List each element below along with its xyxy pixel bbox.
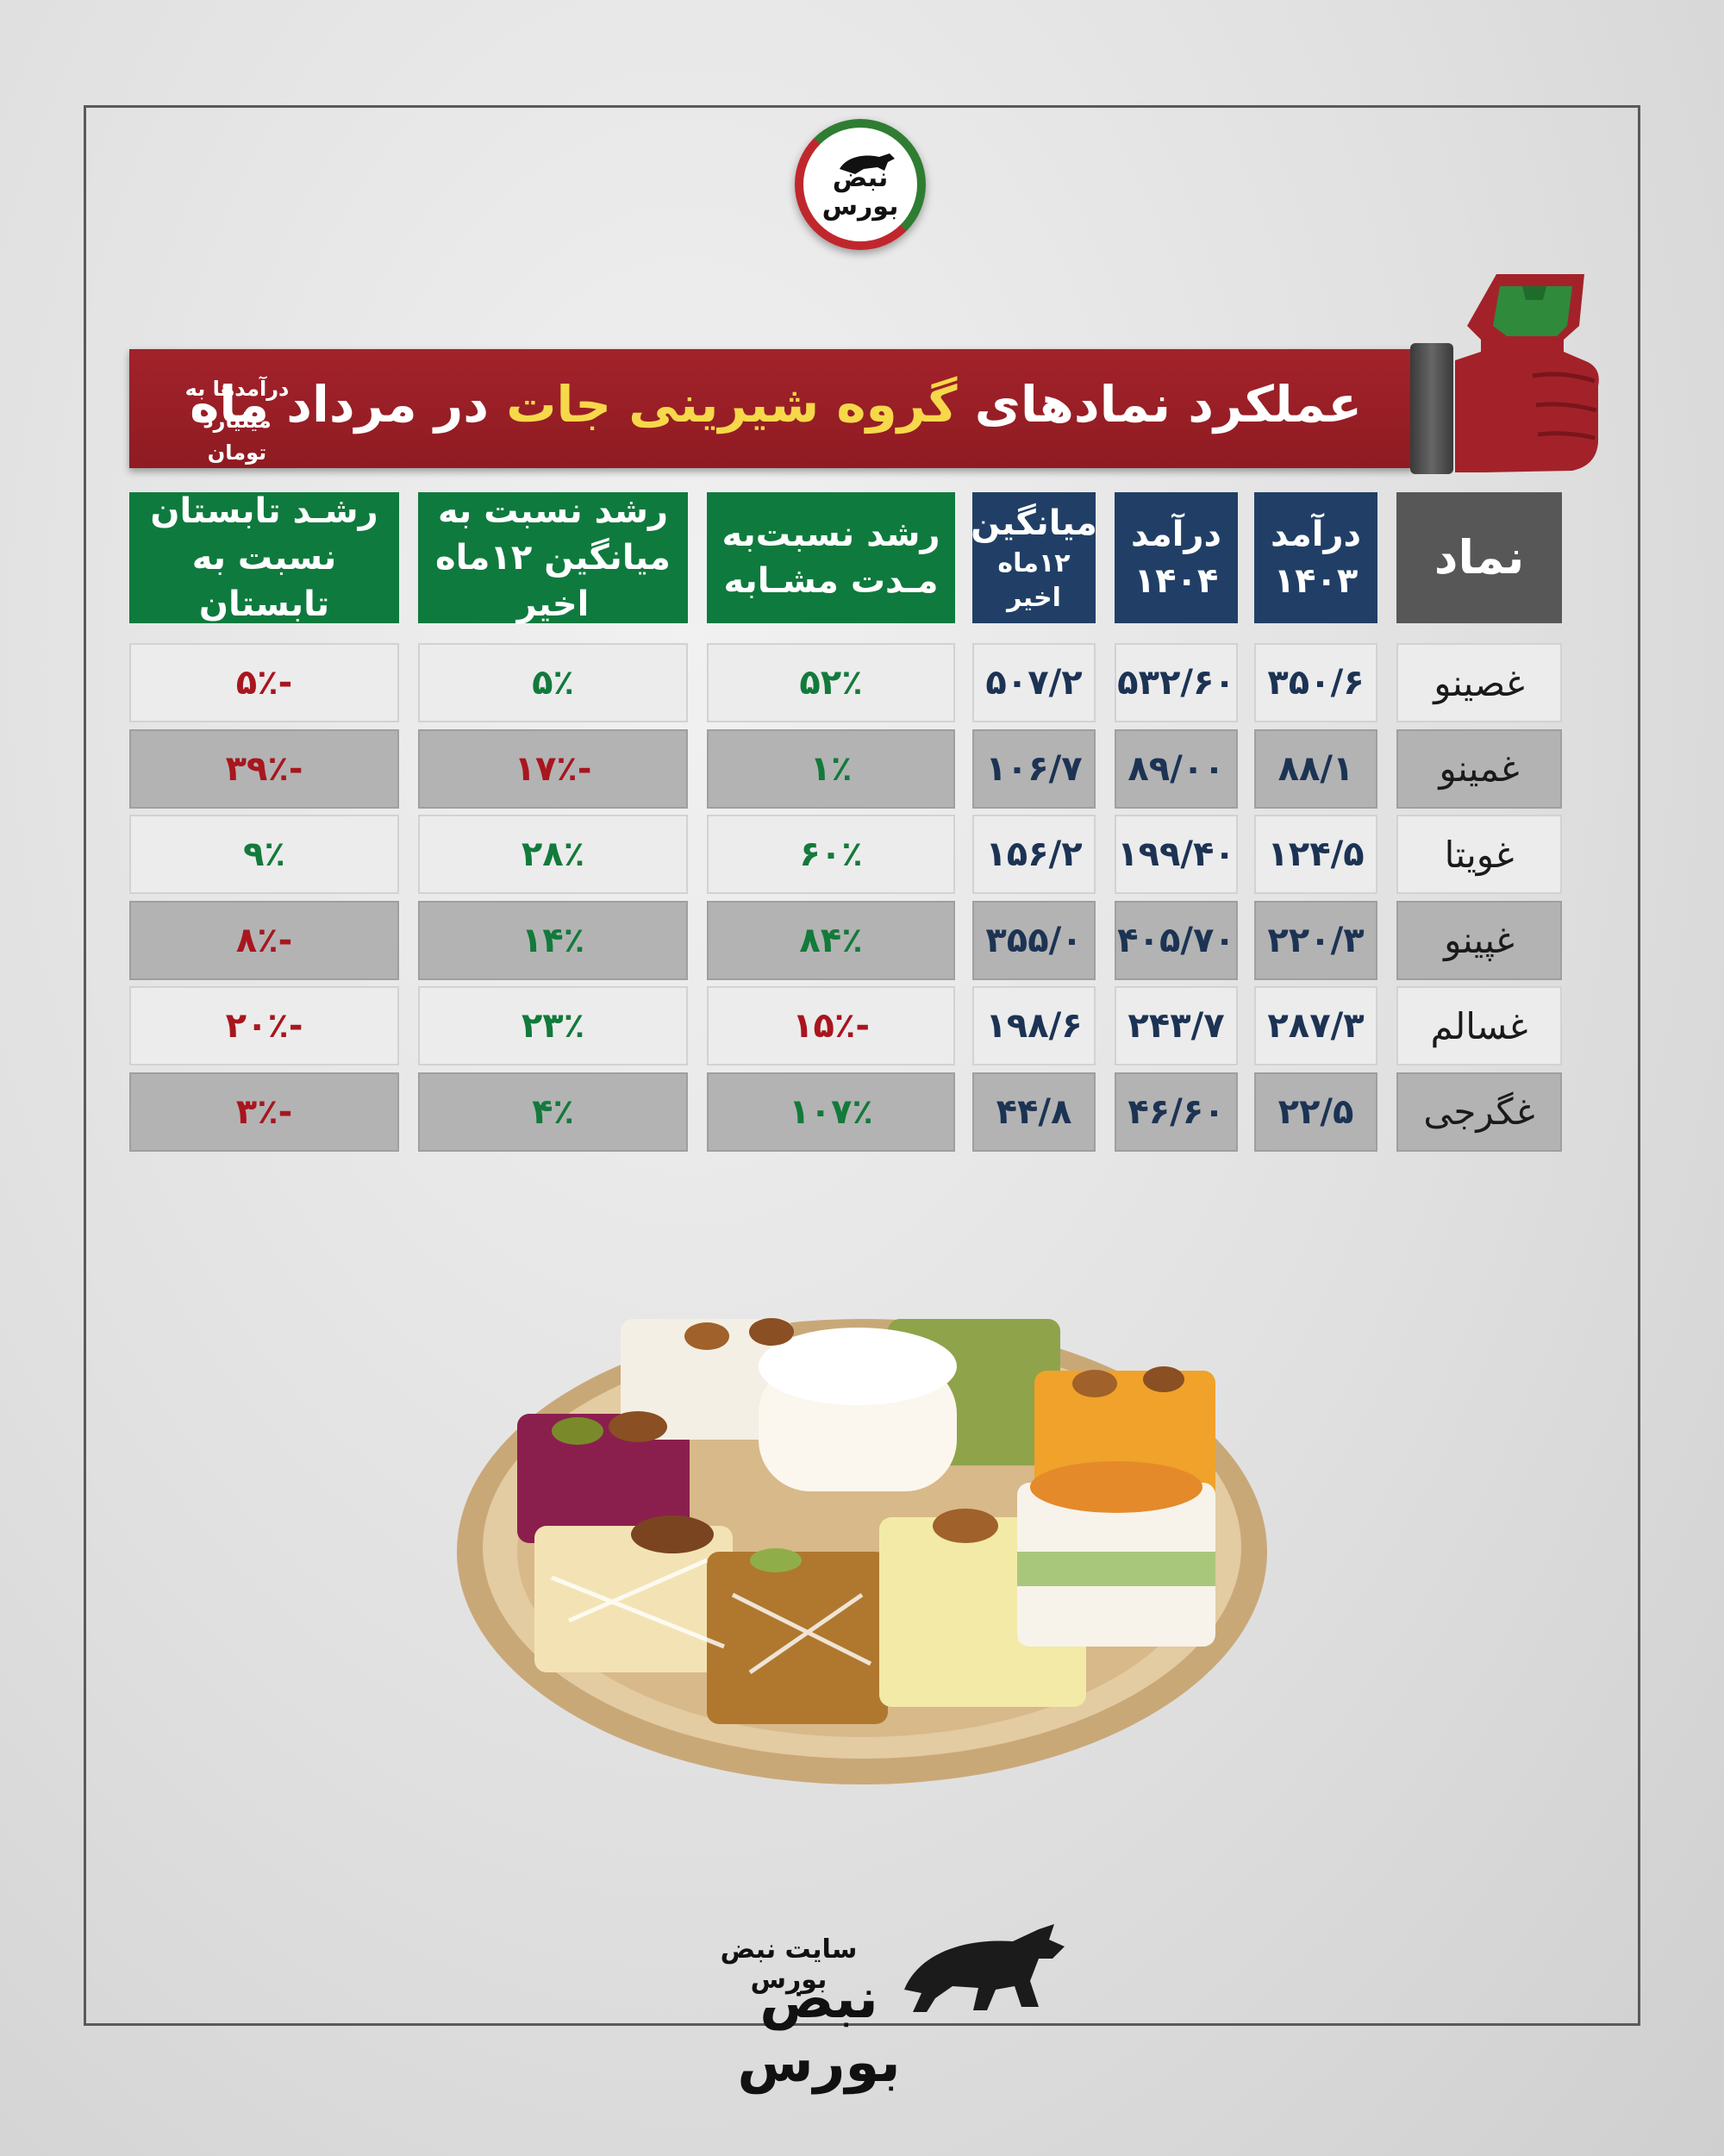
cell-growth-vs-average: ۱۴٪ [418, 900, 688, 980]
sleeve-cuff [1410, 343, 1453, 474]
header-growth-avg-line-1: رشد نسبت به [438, 491, 668, 531]
header-revenue-1404-line-1: درآمد [1130, 515, 1222, 554]
cell-symbol: غصینو [1396, 643, 1562, 722]
header-average-line-2: ۱۲ماه اخیر [997, 547, 1071, 614]
units-note-line-1: درآمدها به [184, 377, 290, 401]
page-title: عملکرد نمادهای گروه شیرینی جات در مرداد … [190, 375, 1362, 434]
cell-average-12m: ۴۴/۸ [972, 1072, 1096, 1152]
cell-revenue-1404: ۸۹/۰۰ [1115, 728, 1238, 809]
cell-revenue-1404: ۴۰۵/۷۰ [1115, 900, 1238, 980]
cell-revenue-1403: ۳۵۰/۶ [1254, 643, 1377, 722]
cell-average-12m: ۱۰۶/۷ [972, 728, 1096, 809]
cell-average-12m: ۱۵۶/۲ [972, 815, 1096, 894]
cell-growth-summer: -۳۹٪ [129, 728, 399, 809]
cell-symbol: غگرجی [1396, 1072, 1562, 1152]
header-growth-same-period: رشد نسبت‌به مـدت مشـابه [707, 492, 955, 623]
header-revenue-1404-line-2: ۱۴۰۴ [1134, 561, 1219, 601]
header-growth-vs-average: رشد نسبت به میانگین ۱۲ماه اخیر [418, 491, 688, 624]
header-growth-summer-line-2: نسبت به تابستان [191, 538, 337, 624]
header-growth-same-line-1: رشد نسبت‌به [721, 515, 940, 554]
cell-revenue-1403: ۸۸/۱ [1254, 728, 1377, 809]
cell-symbol: غمینو [1396, 728, 1562, 809]
cell-revenue-1404: ۵۳۲/۶۰ [1115, 643, 1238, 722]
logo-text-bottom: بورس [821, 191, 899, 222]
cell-growth-vs-average: ۲۸٪ [418, 815, 688, 894]
cell-growth-vs-average: ۲۳٪ [418, 986, 688, 1066]
cell-revenue-1403: ۲۸۷/۳ [1254, 986, 1377, 1066]
title-banner: عملکرد نمادهای گروه شیرینی جات در مرداد … [129, 349, 1414, 468]
cell-growth-vs-average: ۵٪ [418, 643, 688, 722]
header-symbol: نماد [1396, 492, 1562, 623]
cell-growth-summer: ۹٪ [129, 815, 399, 894]
header-growth-summer: رشـد تابستان نسبت به تابستان [129, 491, 399, 624]
brand-logo: نبض بورس [795, 119, 926, 250]
cell-revenue-1403: ۱۲۴/۵ [1254, 815, 1377, 894]
cell-growth-same-period: ۵۲٪ [707, 643, 955, 722]
bull-icon [840, 153, 895, 174]
cell-growth-same-period: -۱۵٪ [707, 986, 955, 1066]
cell-revenue-1404: ۴۶/۶۰ [1115, 1072, 1238, 1152]
cell-growth-same-period: ۶۰٪ [707, 815, 955, 894]
cell-growth-summer: -۵٪ [129, 643, 399, 722]
header-average-12m: میانگین ۱۲ماه اخیر [971, 492, 1097, 623]
cell-revenue-1404: ۲۴۳/۷ [1115, 986, 1238, 1066]
cell-growth-same-period: ۱۰۷٪ [707, 1072, 955, 1152]
header-average-line-1: میانگین [971, 503, 1097, 543]
cell-growth-summer: -۳٪ [129, 1072, 399, 1152]
header-symbol-label: نماد [1434, 529, 1525, 584]
cell-symbol: غسالم [1396, 986, 1562, 1066]
sweets-plate-illustration [457, 1318, 1267, 1784]
cell-revenue-1403: ۲۲/۵ [1254, 1072, 1377, 1152]
fist-icon [1455, 274, 1599, 472]
header-revenue-1403: درآمد ۱۴۰۳ [1254, 492, 1377, 623]
page-frame [84, 105, 1640, 2026]
footer-brand-logo: نبض بورس [737, 1967, 901, 2095]
cell-symbol: غپینو [1396, 900, 1562, 980]
cell-revenue-1404: ۱۹۹/۴۰ [1115, 815, 1238, 894]
header-growth-avg-line-2: میانگین ۱۲ماه اخیر [435, 538, 671, 624]
cell-average-12m: ۳۵۵/۰ [972, 900, 1096, 980]
cell-growth-same-period: ۱٪ [707, 728, 955, 809]
footer-site-label: سایت نبض بورس [720, 1934, 858, 1995]
title-highlight: گروه شیرینی جات [506, 375, 958, 434]
header-growth-summer-line-1: رشـد تابستان [150, 491, 378, 531]
cell-growth-vs-average: -۱۷٪ [418, 728, 688, 809]
cell-growth-same-period: ۸۴٪ [707, 900, 955, 980]
header-growth-same-line-2: مـدت مشـابه [723, 561, 939, 601]
footer-bull-icon [904, 1924, 1065, 2012]
units-note: درآمدها به میلیارد تومان [172, 373, 302, 470]
title-part-2: در مرداد ماه [190, 375, 489, 434]
cell-growth-vs-average: ۴٪ [418, 1072, 688, 1152]
header-revenue-1403-line-1: درآمد [1270, 515, 1362, 554]
units-note-line-2: میلیارد تومان [203, 409, 272, 466]
cell-growth-summer: -۲۰٪ [129, 986, 399, 1066]
cell-symbol: غویتا [1396, 815, 1562, 894]
header-revenue-1404: درآمد ۱۴۰۴ [1115, 492, 1238, 623]
cell-average-12m: ۱۹۸/۶ [972, 986, 1096, 1066]
cell-average-12m: ۵۰۷/۲ [972, 643, 1096, 722]
title-part-1: عملکرد نمادهای [974, 375, 1362, 434]
header-revenue-1403-line-2: ۱۴۰۳ [1273, 561, 1359, 601]
cell-growth-summer: -۸٪ [129, 900, 399, 980]
cell-revenue-1403: ۲۲۰/۳ [1254, 900, 1377, 980]
